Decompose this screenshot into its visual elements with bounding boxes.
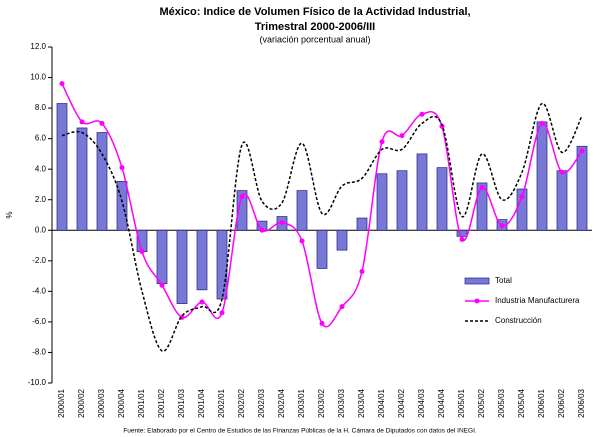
y-tick-label: 0.0 — [35, 225, 47, 234]
legend-label: Total — [495, 276, 512, 285]
y-tick-label: -10.0 — [28, 378, 47, 387]
x-tick-label: 2001/01 — [137, 388, 146, 417]
bar — [336, 229, 348, 251]
marker — [139, 249, 145, 255]
bar — [356, 217, 368, 231]
marker — [379, 139, 385, 145]
x-tick-label: 2003/01 — [297, 388, 306, 417]
marker — [259, 227, 265, 233]
x-tick-label: 2006/02 — [557, 388, 566, 417]
marker — [119, 165, 125, 171]
bar — [576, 145, 588, 231]
marker — [199, 299, 205, 305]
bar — [416, 153, 428, 231]
y-tick-label: 6.0 — [35, 134, 47, 143]
bar — [296, 190, 308, 231]
bar — [56, 103, 68, 231]
marker — [459, 236, 465, 242]
bar — [216, 229, 228, 300]
bar — [316, 229, 328, 269]
marker — [299, 238, 305, 244]
legend-label: Industria Manufacturera — [495, 296, 580, 305]
x-tick-label: 2001/03 — [177, 388, 186, 417]
x-tick-label: 2005/01 — [457, 388, 466, 417]
marker — [419, 111, 425, 117]
y-tick-label: -8.0 — [32, 348, 46, 357]
y-tick-label: -6.0 — [32, 317, 46, 326]
marker — [59, 81, 65, 87]
x-tick-label: 2000/04 — [117, 388, 126, 417]
x-tick-label: 2002/02 — [237, 388, 246, 417]
x-tick-label: 2003/04 — [357, 388, 366, 417]
chart-subtitle: Trimestral 2000-2006/III — [255, 21, 375, 33]
x-tick-label: 2005/02 — [477, 388, 486, 417]
marker — [319, 320, 325, 326]
x-tick-label: 2004/02 — [397, 388, 406, 417]
bar — [76, 127, 88, 231]
bar — [176, 229, 188, 304]
y-tick-label: 4.0 — [35, 164, 47, 173]
marker — [359, 269, 365, 275]
line — [61, 83, 583, 328]
x-tick-label: 2003/02 — [317, 388, 326, 417]
bar — [436, 167, 448, 231]
x-tick-label: 2000/03 — [97, 388, 106, 417]
x-tick-label: 2006/01 — [537, 388, 546, 417]
y-tick-label: 12.0 — [30, 42, 46, 51]
x-tick-label: 2002/04 — [277, 388, 286, 417]
chart-subtitle: (variación porcentual anual) — [259, 34, 370, 44]
dashed-line — [61, 102, 583, 352]
x-tick-label: 2005/04 — [517, 388, 526, 417]
x-tick-label: 2002/01 — [217, 388, 226, 417]
x-tick-label: 2005/03 — [497, 388, 506, 417]
marker — [279, 220, 285, 226]
marker — [99, 120, 105, 126]
marker — [499, 223, 505, 229]
x-tick-label: 2000/02 — [77, 388, 86, 417]
y-tick-label: 8.0 — [35, 103, 47, 112]
x-tick-label: 2001/02 — [157, 388, 166, 417]
marker — [479, 185, 485, 191]
bar — [196, 229, 208, 291]
y-tick-label: 10.0 — [30, 73, 46, 82]
marker — [399, 133, 405, 139]
bar — [476, 182, 488, 231]
marker — [559, 169, 565, 175]
bar — [536, 121, 548, 231]
marker — [79, 119, 85, 125]
y-tick-label: -4.0 — [32, 286, 46, 295]
marker — [579, 148, 585, 154]
footnote: Fuente: Elaborado por el Centro de Estud… — [123, 428, 477, 435]
x-tick-label: 2002/03 — [257, 388, 266, 417]
x-tick-label: 2004/01 — [377, 388, 386, 417]
bar — [116, 181, 128, 231]
marker — [239, 194, 245, 200]
chart-title: México: Indice de Volumen Físico de la A… — [159, 6, 470, 18]
legend-label: Construcción — [495, 316, 542, 325]
y-axis-label: % — [5, 211, 14, 218]
marker — [539, 120, 545, 126]
marker — [159, 282, 165, 288]
bar — [396, 170, 408, 231]
legend-swatch — [464, 277, 490, 285]
marker — [219, 310, 225, 316]
marker — [339, 304, 345, 310]
bar — [556, 170, 568, 231]
x-tick-label: 2004/03 — [417, 388, 426, 417]
marker — [519, 194, 525, 200]
bar — [376, 173, 388, 231]
y-tick-label: 2.0 — [35, 195, 47, 204]
bar — [156, 229, 168, 285]
legend-marker — [474, 298, 480, 304]
y-tick-label: -2.0 — [32, 256, 46, 265]
x-tick-label: 2000/01 — [57, 388, 66, 417]
x-tick-label: 2006/03 — [577, 388, 586, 417]
x-tick-label: 2004/04 — [437, 388, 446, 417]
x-tick-label: 2003/03 — [337, 388, 346, 417]
bar — [96, 132, 108, 231]
bar — [236, 190, 248, 231]
x-tick-label: 2001/04 — [197, 388, 206, 417]
bar — [456, 229, 468, 237]
